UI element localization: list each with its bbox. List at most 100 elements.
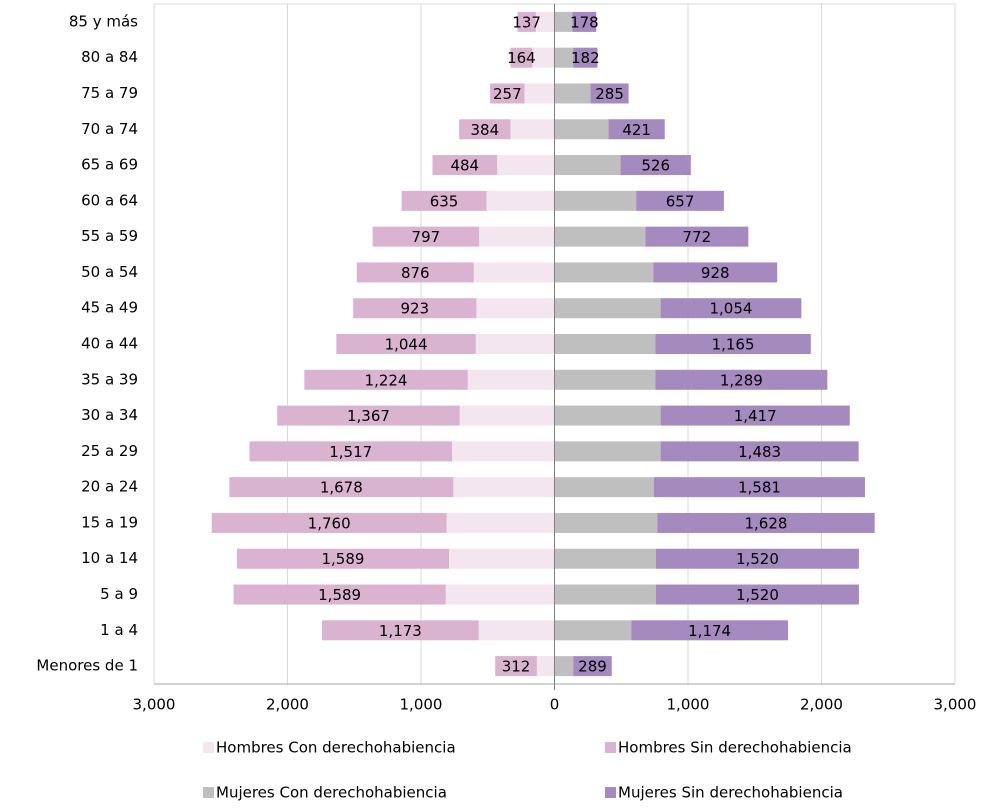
bar (554, 334, 656, 354)
y-tick-label: Menores de 1 (36, 657, 138, 675)
bar (554, 262, 654, 283)
bar (554, 477, 654, 498)
bar (554, 512, 658, 533)
bar (432, 155, 498, 176)
data-label: 257 (493, 85, 522, 103)
bar (554, 405, 661, 426)
data-label: 1,224 (365, 371, 408, 389)
bar (475, 334, 555, 354)
data-label: 164 (507, 49, 536, 67)
y-tick-label: 35 a 39 (81, 370, 138, 388)
y-tick-label: 65 a 69 (81, 156, 138, 174)
data-label: 1,628 (744, 514, 787, 532)
data-label: 876 (401, 264, 430, 282)
y-tick-label: 20 a 24 (81, 478, 138, 496)
data-label: 421 (622, 121, 651, 139)
data-label: 1,589 (318, 586, 361, 604)
data-label: 1,581 (738, 479, 781, 497)
x-tick-label: 0 (550, 696, 560, 714)
bar (478, 620, 555, 641)
data-label: 1,589 (321, 550, 364, 568)
bar (524, 83, 555, 104)
bar (653, 262, 778, 283)
bar (554, 441, 661, 462)
data-label: 289 (578, 658, 607, 676)
legend-swatch (203, 787, 214, 798)
bar (655, 584, 859, 605)
bar (554, 11, 573, 32)
data-label: 1,760 (308, 514, 351, 532)
bar (451, 441, 555, 462)
bar (660, 405, 850, 426)
bar (554, 298, 661, 319)
bar (554, 83, 591, 104)
data-label: 1,173 (379, 622, 422, 640)
bar (554, 369, 656, 390)
y-tick-label: 60 a 64 (81, 191, 138, 209)
data-label: 1,678 (320, 479, 363, 497)
legend-swatch (605, 742, 616, 753)
x-tick-label: 1,000 (667, 696, 710, 714)
bar (535, 11, 555, 32)
y-tick-label: 15 a 19 (81, 513, 138, 531)
data-label: 1,174 (688, 622, 731, 640)
bar (322, 620, 479, 641)
y-tick-label: 55 a 59 (81, 227, 138, 245)
bar (517, 11, 536, 32)
bar (554, 119, 609, 140)
data-label: 1,417 (734, 407, 777, 425)
data-label: 928 (701, 264, 730, 282)
legend-label: Hombres Con derechohabiencia (216, 739, 456, 757)
bar (449, 548, 555, 569)
bar (608, 119, 665, 140)
x-tick-label: 2,000 (800, 696, 843, 714)
bar (277, 405, 460, 426)
y-tick-label: 30 a 34 (81, 406, 138, 424)
bar (573, 656, 612, 677)
bar (536, 656, 555, 677)
data-label: 1,367 (347, 407, 390, 425)
data-label: 526 (641, 157, 670, 175)
y-tick-label: 70 a 74 (81, 120, 138, 138)
legend-label: Hombres Sin derechohabiencia (618, 739, 852, 757)
bar (532, 47, 555, 68)
bar (211, 512, 447, 533)
legend-swatch (203, 742, 214, 753)
bar (653, 477, 866, 498)
bar (510, 47, 533, 68)
bar (590, 83, 629, 104)
data-label: 923 (400, 300, 429, 318)
data-label: 657 (666, 192, 695, 210)
y-tick-label: 5 a 9 (100, 585, 138, 603)
data-label: 137 (512, 13, 541, 31)
data-label: 178 (570, 13, 599, 31)
bar (631, 620, 788, 641)
bar (620, 155, 691, 176)
bar (249, 441, 452, 462)
bar (554, 656, 574, 677)
legend-swatch (605, 787, 616, 798)
data-label: 772 (682, 228, 711, 246)
data-label: 285 (595, 85, 624, 103)
bar (554, 584, 656, 605)
data-label: 1,044 (385, 336, 428, 354)
y-tick-label: 10 a 14 (81, 549, 138, 567)
y-tick-label: 80 a 84 (81, 48, 138, 66)
data-label: 1,517 (329, 443, 372, 461)
bar (510, 119, 555, 140)
y-tick-label: 25 a 29 (81, 442, 138, 460)
bar (445, 584, 555, 605)
x-tick-label: 2,000 (266, 696, 309, 714)
data-label: 1,289 (720, 371, 763, 389)
bar (486, 190, 555, 211)
bar (495, 656, 537, 677)
bar (233, 584, 446, 605)
y-tick-label: 75 a 79 (81, 84, 138, 102)
data-label: 312 (502, 658, 531, 676)
bar (497, 155, 555, 176)
bar (572, 11, 597, 32)
data-label: 384 (470, 121, 499, 139)
bar (304, 369, 468, 390)
bar (655, 334, 811, 354)
